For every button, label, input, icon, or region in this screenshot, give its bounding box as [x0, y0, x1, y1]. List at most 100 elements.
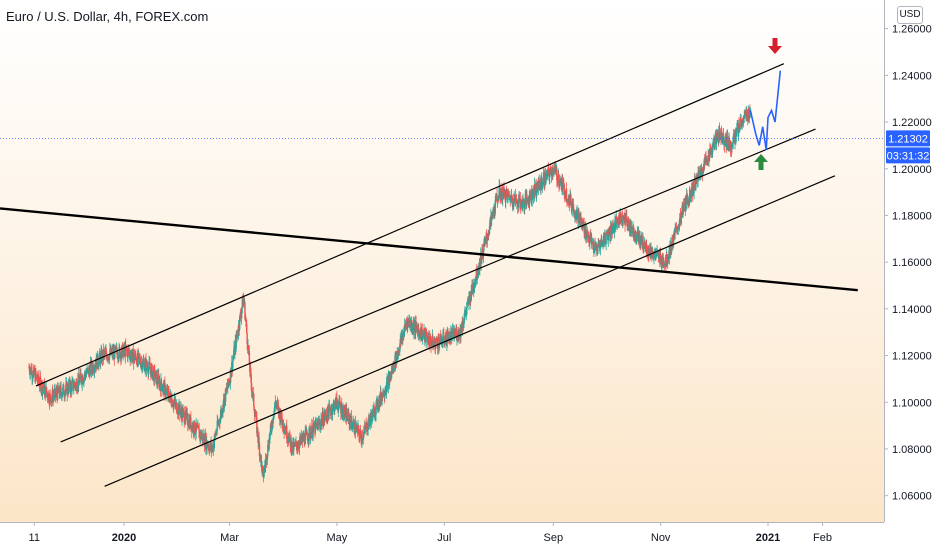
candle-body	[92, 365, 94, 372]
candle-body	[64, 391, 66, 397]
candle-body	[48, 393, 51, 404]
candle	[622, 215, 624, 226]
candle-body	[502, 198, 504, 201]
candle-body	[157, 374, 160, 384]
candle-body	[120, 353, 123, 359]
candle	[612, 225, 614, 235]
candle	[681, 205, 683, 217]
candle	[148, 355, 150, 374]
candle	[63, 389, 65, 402]
candle-body	[337, 404, 340, 411]
candle-body	[737, 123, 740, 137]
candle-body	[630, 227, 633, 233]
candle-body	[282, 420, 284, 429]
candle-body	[552, 172, 554, 175]
drawings-layer	[0, 63, 884, 487]
candle	[347, 407, 350, 424]
candle-body	[551, 168, 554, 175]
candle-body	[507, 192, 509, 201]
candle-body	[139, 358, 141, 364]
candle-body	[76, 388, 79, 391]
candle	[55, 389, 57, 399]
candle-body	[659, 253, 662, 265]
candle-body	[315, 422, 318, 425]
candle-body	[141, 362, 143, 370]
candle-body	[464, 311, 466, 317]
candle	[415, 315, 417, 330]
y-tick-label: 1.26000	[892, 24, 932, 36]
candle-body	[304, 432, 306, 445]
candle-body	[393, 362, 395, 370]
price-axis-panel	[884, 0, 932, 550]
candle	[65, 377, 67, 393]
candle-body	[535, 192, 538, 196]
candle-body	[230, 372, 233, 378]
candle	[308, 438, 310, 447]
candle-body	[223, 398, 225, 409]
candle-body	[545, 174, 547, 180]
candle-body	[417, 329, 419, 337]
candle	[268, 433, 270, 452]
candle	[328, 399, 330, 420]
candle-body	[277, 404, 279, 406]
currency-button[interactable]: USD	[897, 6, 923, 24]
candle	[52, 389, 54, 407]
candle	[175, 398, 177, 411]
candle-body	[39, 376, 42, 381]
candle-body	[462, 324, 465, 326]
candle-body	[699, 172, 701, 175]
candle	[491, 215, 493, 227]
candle-body	[430, 343, 433, 347]
candle	[195, 417, 197, 440]
candle	[261, 461, 263, 477]
candle-body	[442, 335, 444, 342]
x-tick-label: Jul	[437, 532, 451, 544]
candle	[719, 127, 721, 135]
candle-body	[712, 141, 715, 143]
y-tick-label: 1.22000	[892, 117, 932, 129]
candle-body	[666, 263, 668, 265]
candle	[46, 391, 49, 404]
candle-body	[414, 321, 417, 333]
candle-body	[58, 386, 61, 395]
candle-body	[250, 383, 253, 392]
candle-body	[73, 387, 75, 389]
candle-body	[357, 426, 359, 433]
candle-body	[169, 393, 172, 397]
candle-body	[341, 415, 343, 417]
candle-body	[472, 284, 474, 291]
candle	[442, 329, 444, 344]
candle-body	[556, 180, 558, 182]
candle-body	[553, 168, 555, 173]
candle-body	[735, 136, 737, 140]
candle-body	[265, 455, 268, 463]
candle-body	[286, 425, 288, 439]
candle-body	[555, 169, 557, 173]
candle-body	[599, 243, 602, 249]
candle-body	[409, 323, 412, 328]
candle-body	[576, 209, 579, 211]
candle	[473, 282, 475, 298]
candle-body	[115, 347, 117, 349]
candle-body	[443, 332, 445, 343]
candle-body	[216, 421, 219, 425]
up-arrow-shape	[754, 154, 768, 170]
candle-body	[232, 355, 235, 359]
candle-body	[211, 449, 213, 451]
candle-body	[126, 350, 128, 352]
candle-body	[502, 192, 504, 199]
candle-body	[641, 237, 643, 246]
candle-body	[386, 379, 388, 383]
y-tick-label: 1.24000	[892, 70, 932, 82]
candle-body	[667, 259, 669, 260]
candle-body	[740, 121, 742, 126]
candle	[35, 368, 37, 382]
candle-body	[184, 420, 186, 423]
candle-body	[466, 301, 469, 303]
candle-body	[607, 231, 610, 241]
candle-body	[707, 163, 709, 164]
candle-body	[497, 199, 499, 202]
candle-body	[732, 136, 734, 143]
